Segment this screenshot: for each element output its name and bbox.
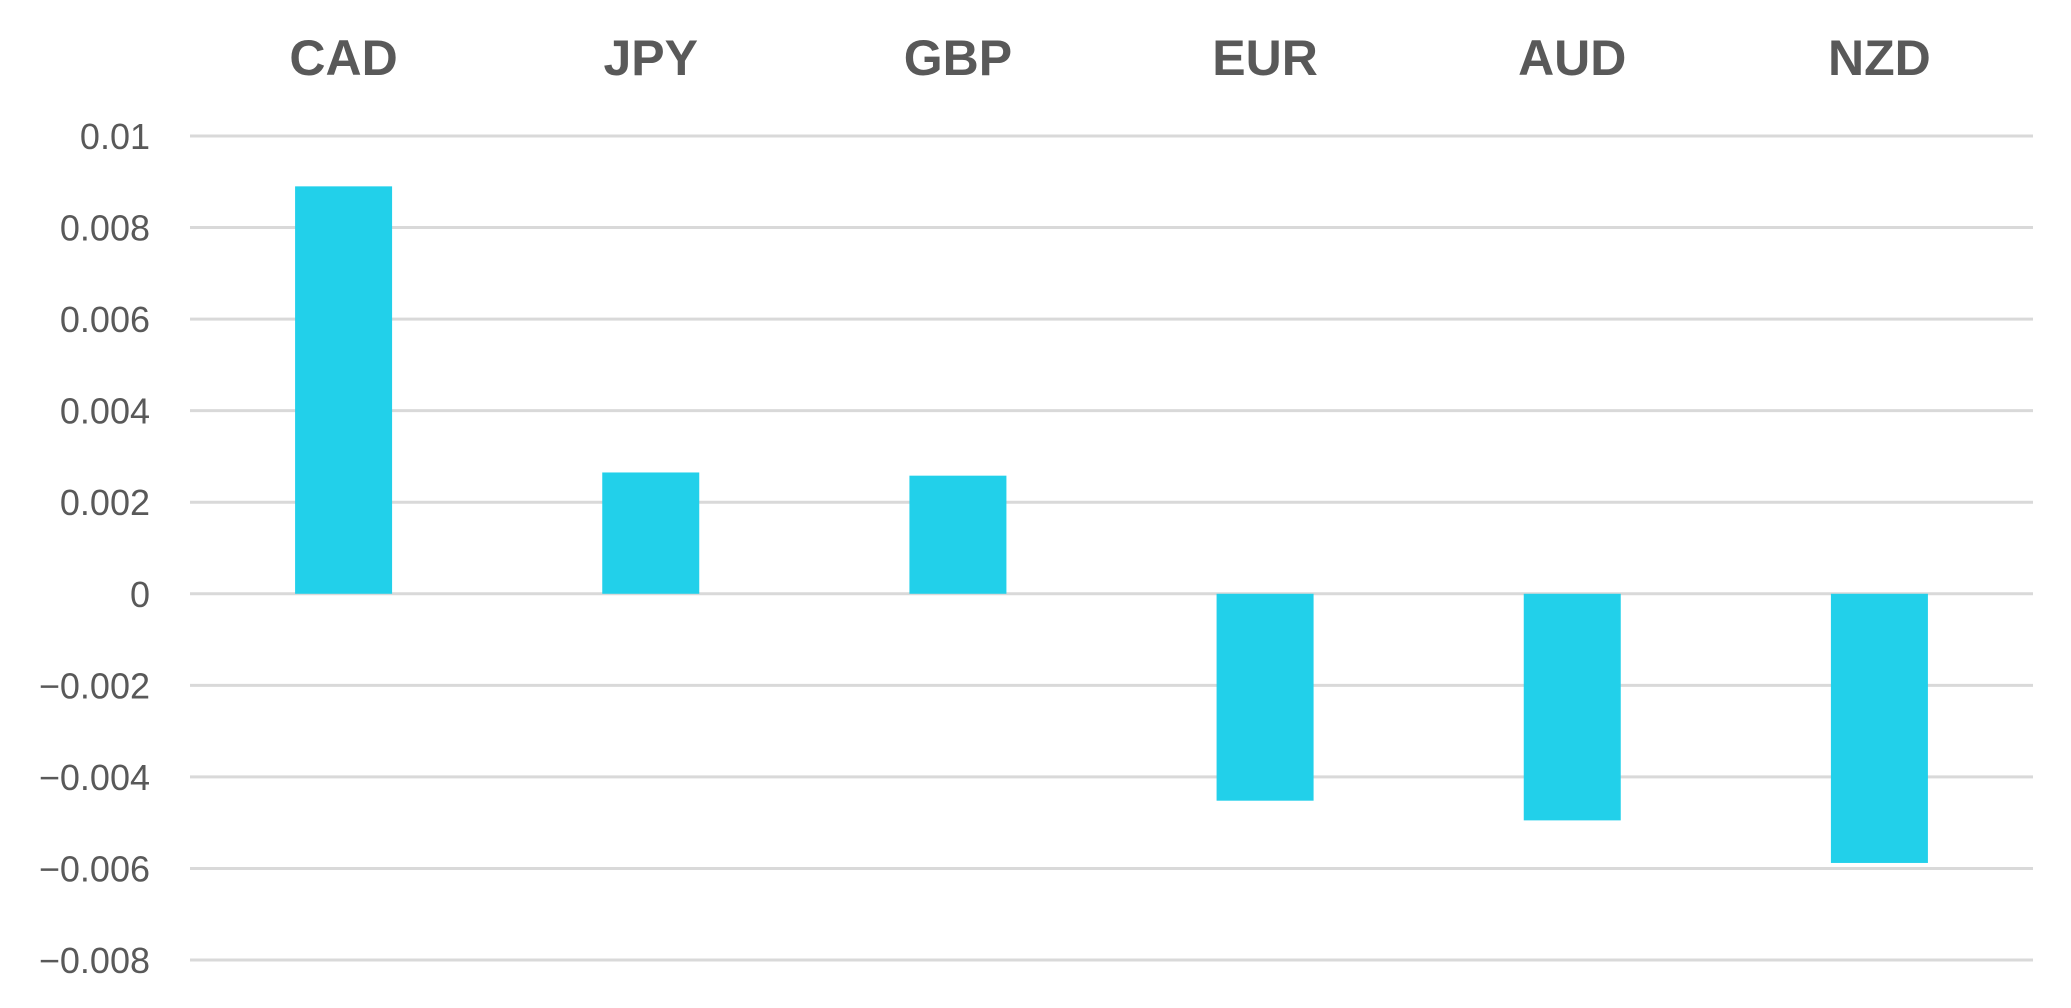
category-label-gbp: GBP <box>904 30 1012 86</box>
category-label-jpy: JPY <box>603 30 698 86</box>
category-label-cad: CAD <box>289 30 397 86</box>
category-labels: CAD JPY GBP EUR AUD NZD <box>289 30 1930 86</box>
y-tick-label: −0.004 <box>39 757 150 798</box>
y-tick-label: 0.002 <box>60 482 150 523</box>
category-label-nzd: NZD <box>1828 30 1931 86</box>
y-tick-label: 0.008 <box>60 208 150 249</box>
bar-eur <box>1216 593 1314 801</box>
gridlines <box>190 134 2033 962</box>
bar-nzd <box>1830 593 1928 863</box>
bar-aud <box>1523 593 1621 821</box>
bar-jpy <box>602 472 700 594</box>
y-tick-label: 0.01 <box>80 116 150 157</box>
y-tick-label: 0.004 <box>60 391 150 432</box>
y-axis-tick-labels: 0.01 0.008 0.006 0.004 0.002 0 −0.002 −0.004 −0.… <box>39 116 150 981</box>
bar-cad <box>295 186 393 594</box>
category-label-aud: AUD <box>1518 30 1626 86</box>
y-tick-label: −0.008 <box>39 940 150 981</box>
bar-gbp <box>909 475 1007 594</box>
y-tick-label: −0.002 <box>39 665 150 706</box>
y-tick-label: −0.006 <box>39 848 150 889</box>
category-label-eur: EUR <box>1212 30 1318 86</box>
y-tick-label: 0 <box>130 574 150 615</box>
bars <box>295 186 1928 863</box>
y-tick-label: 0.006 <box>60 299 150 340</box>
